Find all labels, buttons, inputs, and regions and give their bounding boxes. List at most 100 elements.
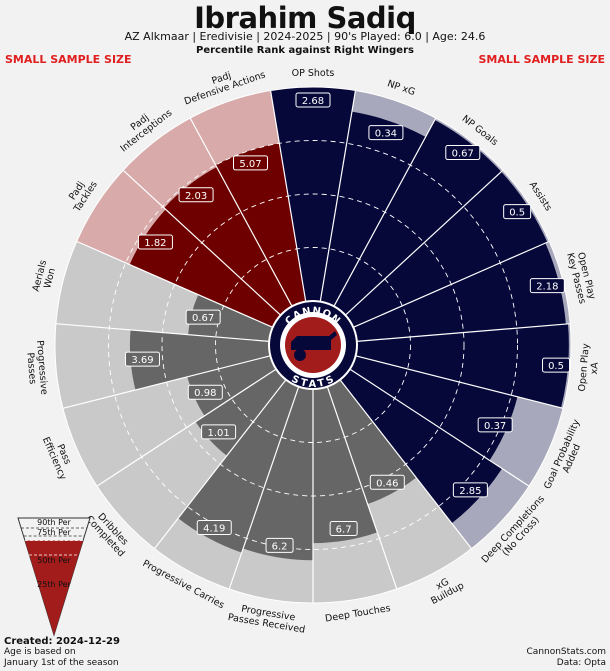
slice-divider	[344, 169, 504, 316]
value-text: 6.2	[272, 541, 288, 552]
value-label: 6.7	[329, 521, 358, 537]
age-note-line1: Age is based on	[4, 647, 76, 657]
category-label-line: Won	[42, 267, 58, 290]
slice-bar	[353, 243, 566, 342]
outer-ring	[54, 86, 572, 604]
category-label-line: xG	[434, 577, 451, 593]
slice-divider	[356, 323, 571, 342]
value-text: 1.82	[144, 238, 166, 249]
category-label: NP xG	[386, 78, 417, 98]
value-box	[196, 519, 232, 535]
value-text: 0.98	[194, 388, 216, 399]
category-label-line: Open Play	[577, 343, 592, 392]
category-label: ProgressivePasses Received	[227, 602, 308, 636]
value-text: 0.5	[509, 208, 525, 219]
slice-bar	[164, 167, 293, 316]
value-box	[137, 234, 173, 250]
category-label: ProgressivePasses	[23, 340, 49, 396]
cannon-stats-logo: CANNON STATS	[268, 300, 358, 390]
percentile-ring	[161, 193, 465, 497]
player-info: AZ Alkmaar | Eredivisie | 2024-2025 | 90…	[124, 30, 486, 43]
value-box	[452, 482, 488, 498]
slice-bar	[188, 294, 273, 342]
data-source: Data: Opta	[556, 658, 606, 668]
slice-divider	[326, 386, 398, 590]
comparison-note: Percentile Rank against Right Wingers	[196, 45, 414, 56]
value-text: 0.67	[192, 313, 214, 324]
value-text: 5.07	[239, 159, 261, 170]
percentile-ring	[108, 140, 518, 550]
legend-90th: 90th Per	[37, 518, 71, 527]
footer-right: CannonStats.com Data: Opta	[527, 647, 606, 669]
category-label: Open PlayxA	[577, 343, 602, 393]
value-box	[369, 474, 405, 490]
category-label: Deep Touches	[324, 603, 391, 625]
sample-size-warning-right: SMALL SAMPLE SIZE	[478, 53, 605, 66]
value-label: 5.07	[232, 155, 268, 171]
value-text: 2.03	[185, 191, 207, 202]
category-label: AerialsWon	[31, 259, 60, 295]
created-date: Created: 2024-12-29	[4, 636, 120, 647]
percentile-ring	[215, 247, 411, 443]
value-label: 2.18	[529, 278, 565, 294]
slice-bar	[215, 143, 306, 307]
value-label: 1.01	[201, 424, 237, 440]
category-label-line: Deep Touches	[324, 603, 391, 625]
value-label: 0.5	[503, 204, 532, 220]
slice-bar	[349, 355, 518, 461]
value-box	[178, 187, 214, 203]
slice-bar	[187, 355, 277, 416]
category-label-line: NP xG	[386, 78, 417, 98]
value-label: 0.34	[368, 125, 404, 141]
value-text: 2.85	[459, 486, 481, 497]
value-text: 0.67	[452, 149, 474, 160]
value-label: 0.67	[185, 309, 221, 325]
value-label: 0.98	[187, 384, 223, 400]
value-box	[445, 145, 481, 161]
slice-bar	[313, 386, 378, 544]
value-text: 4.19	[203, 523, 225, 534]
slice-bar	[327, 379, 417, 505]
value-label: 4.19	[196, 519, 232, 535]
value-box	[503, 204, 532, 220]
value-box	[295, 92, 331, 108]
slice-divider	[319, 90, 357, 302]
value-text: 0.34	[375, 129, 397, 140]
slice-divider	[228, 386, 300, 590]
value-label: 2.03	[178, 187, 214, 203]
percentile-legend: 90th Per 75th Per 50th Per 25th Per	[17, 517, 91, 637]
slice-bar	[345, 171, 548, 328]
value-label: 0.37	[477, 417, 513, 433]
sample-size-warning-left: SMALL SAMPLE SIZE	[5, 53, 132, 66]
value-text: 3.69	[131, 355, 153, 366]
value-label: 6.2	[265, 537, 294, 553]
value-label: 2.68	[295, 92, 331, 108]
age-note-line2: January 1st of the season	[4, 658, 119, 668]
value-label: 1.82	[137, 234, 173, 250]
value-box	[232, 155, 268, 171]
value-label: 0.5	[542, 357, 571, 373]
slice-divider	[96, 368, 277, 487]
category-label: Open PlayKey Passes	[564, 249, 598, 305]
value-box	[529, 278, 565, 294]
category-label-line: xA	[589, 361, 601, 374]
category-label-line: Passes	[24, 352, 38, 385]
value-text: 2.18	[536, 282, 558, 293]
value-label: 0.67	[445, 145, 481, 161]
value-label: 3.69	[124, 351, 160, 367]
legend-50th: 50th Per	[37, 556, 71, 565]
legend-25th: 25th Per	[37, 580, 71, 589]
category-label: xGBuildup	[424, 571, 466, 607]
value-box	[201, 424, 237, 440]
footer-left: Created: 2024-12-29 Age is based on Janu…	[4, 636, 120, 669]
category-label: OP Shots	[292, 68, 335, 79]
slice-bar	[320, 111, 426, 307]
value-text: 0.37	[484, 421, 506, 432]
value-box	[329, 521, 358, 537]
slice-divider	[189, 117, 293, 307]
value-label: 2.85	[452, 482, 488, 498]
legend-75th: 75th Per	[37, 528, 71, 537]
value-text: 0.46	[376, 478, 398, 489]
slice-bar	[333, 119, 502, 316]
